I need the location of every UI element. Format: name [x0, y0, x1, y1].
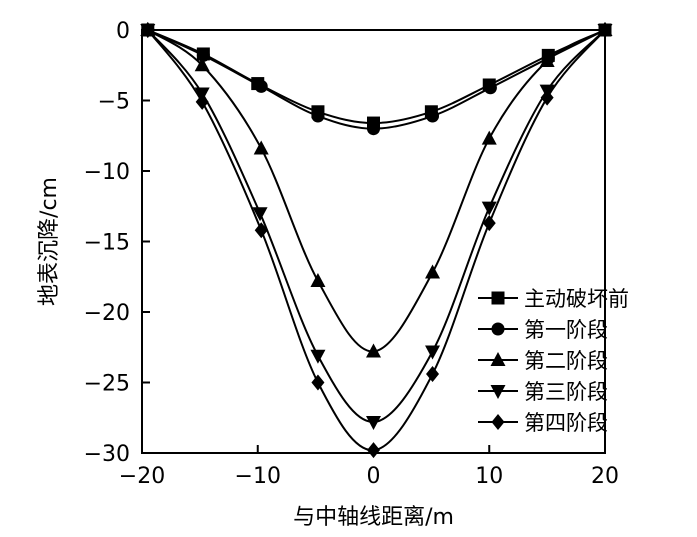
- legend-entry: 第三阶段: [478, 380, 608, 404]
- data-point: [539, 53, 555, 68]
- data-point: [311, 109, 325, 123]
- legend-entry: 第一阶段: [478, 318, 608, 342]
- x-tick-label: 20: [591, 464, 619, 489]
- data-point: [481, 201, 497, 216]
- data-point: [254, 222, 268, 239]
- data-point: [425, 264, 441, 279]
- legend-label: 第一阶段: [524, 318, 608, 342]
- data-point: [194, 57, 210, 72]
- data-point: [481, 130, 497, 145]
- legend-label: 第三阶段: [524, 380, 608, 404]
- y-tick-label: −20: [84, 301, 130, 326]
- data-point: [426, 109, 440, 123]
- data-point: [367, 442, 380, 459]
- legend-marker: [491, 414, 505, 430]
- data-point: [141, 22, 155, 38]
- legend-entry: 主动破坏前: [478, 287, 629, 311]
- y-tick-label: −5: [98, 90, 130, 115]
- data-point: [425, 345, 441, 360]
- data-point: [366, 343, 381, 358]
- legend-marker: [491, 291, 505, 305]
- legend-marker: [490, 385, 506, 399]
- data-point: [195, 93, 209, 110]
- legend-marker: [491, 322, 505, 336]
- data-point: [196, 48, 210, 62]
- y-tick-label: −15: [84, 231, 130, 256]
- data-point: [483, 81, 497, 95]
- data-point: [311, 374, 325, 391]
- legend-entry: 第二阶段: [478, 349, 608, 373]
- data-point: [426, 366, 440, 383]
- data-point: [310, 272, 326, 287]
- legend-label: 第四阶段: [524, 411, 608, 435]
- series-5: [141, 22, 612, 459]
- series-line: [147, 29, 606, 130]
- data-point: [252, 207, 268, 222]
- legend-label: 主动破坏前: [524, 287, 629, 311]
- y-axis-title: 地表沉降/cm: [37, 177, 62, 306]
- data-point: [367, 122, 380, 136]
- data-point: [310, 349, 326, 364]
- x-tick-label: −10: [235, 464, 281, 489]
- data-point: [366, 415, 381, 430]
- x-tick-label: −20: [119, 464, 165, 489]
- y-tick-label: 0: [116, 19, 130, 44]
- data-point: [540, 89, 554, 106]
- axes: −20 −10 0 10 20 0 −5 −10 −15 −20 −25 −30: [84, 19, 619, 489]
- data-point: [253, 140, 269, 155]
- data-point: [254, 79, 268, 93]
- legend-label: 第二阶段: [524, 349, 608, 373]
- series-layer: [140, 22, 613, 459]
- legend-entry: 第四阶段: [478, 411, 608, 435]
- x-tick-label: 10: [475, 464, 503, 489]
- y-tick-label: −30: [84, 442, 130, 467]
- data-point: [482, 215, 496, 232]
- y-tick-label: −25: [84, 372, 130, 397]
- y-tick-label: −10: [84, 160, 130, 185]
- legend-marker: [490, 352, 506, 366]
- x-tick-label: 0: [367, 464, 381, 489]
- x-axis-title: 与中轴线距离/m: [293, 505, 454, 530]
- data-point: [598, 22, 612, 38]
